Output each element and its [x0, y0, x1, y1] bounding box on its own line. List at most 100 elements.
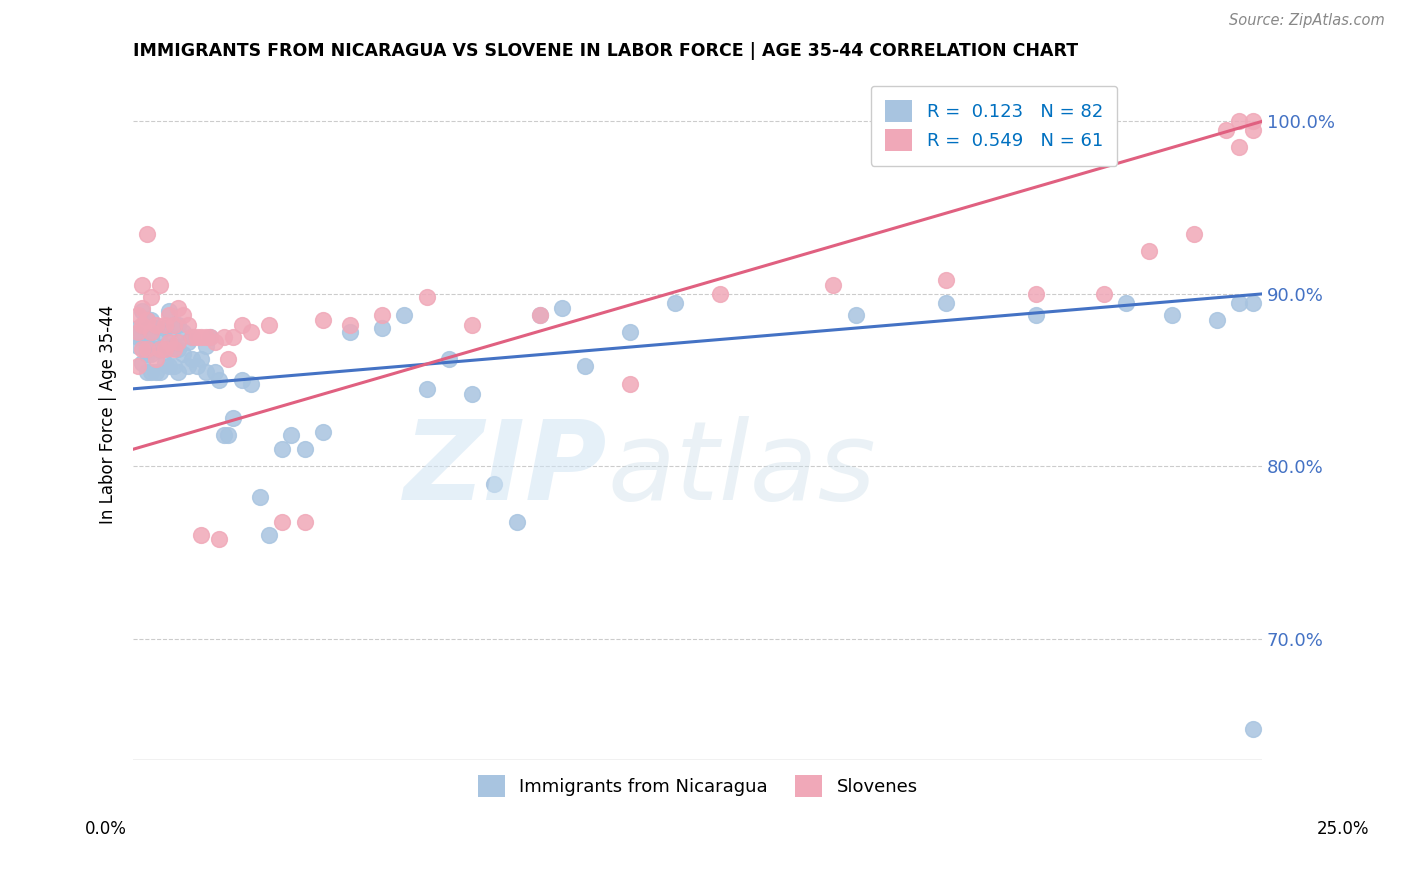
Point [163, 339, 186, 353]
Point [1241, 123, 1264, 137]
Point [181, 330, 204, 344]
Point [127, 339, 149, 353]
Point [172, 308, 194, 322]
Point [194, 365, 217, 379]
Point [1115, 295, 1137, 310]
Point [294, 442, 316, 457]
Point [312, 313, 335, 327]
Point [212, 330, 235, 344]
Point [163, 318, 186, 332]
Point [198, 330, 221, 344]
Legend: Immigrants from Nicaragua, Slovenes: Immigrants from Nicaragua, Slovenes [468, 766, 927, 805]
Point [127, 308, 149, 322]
Point [194, 330, 217, 344]
Point [153, 321, 176, 335]
Point [190, 352, 212, 367]
Point [574, 359, 596, 374]
Point [145, 365, 167, 379]
Point [149, 325, 172, 339]
Point [212, 428, 235, 442]
Point [153, 342, 176, 356]
Point [370, 321, 392, 335]
Point [217, 428, 239, 442]
Point [153, 339, 176, 353]
Point [167, 335, 190, 350]
Point [231, 373, 253, 387]
Point [167, 365, 190, 379]
Point [198, 330, 221, 344]
Point [370, 308, 392, 322]
Point [1241, 295, 1264, 310]
Point [135, 365, 157, 379]
Point [131, 356, 153, 370]
Point [135, 330, 157, 344]
Point [190, 330, 212, 344]
Point [339, 318, 361, 332]
Point [131, 301, 153, 315]
Point [145, 342, 167, 356]
Point [239, 325, 262, 339]
Point [294, 515, 316, 529]
Point [163, 342, 186, 356]
Text: atlas: atlas [607, 417, 876, 524]
Point [135, 347, 157, 361]
Point [221, 411, 243, 425]
Point [163, 359, 186, 374]
Point [159, 335, 181, 350]
Point [208, 532, 231, 546]
Point [1025, 308, 1047, 322]
Point [217, 352, 239, 367]
Text: 25.0%: 25.0% [1316, 820, 1369, 838]
Point [131, 304, 153, 318]
Point [1241, 114, 1264, 128]
Point [131, 321, 153, 335]
Point [141, 330, 163, 344]
Point [664, 295, 686, 310]
Point [190, 528, 212, 542]
Point [529, 308, 551, 322]
Point [194, 339, 217, 353]
Point [159, 308, 181, 322]
Point [506, 515, 529, 529]
Point [141, 365, 163, 379]
Point [149, 342, 172, 356]
Point [1227, 295, 1250, 310]
Point [131, 342, 153, 356]
Point [249, 491, 271, 505]
Point [416, 290, 439, 304]
Point [271, 442, 294, 457]
Point [135, 342, 157, 356]
Point [163, 318, 186, 332]
Text: Source: ZipAtlas.com: Source: ZipAtlas.com [1229, 13, 1385, 29]
Point [1025, 287, 1047, 301]
Point [172, 347, 194, 361]
Point [1227, 114, 1250, 128]
Point [1182, 227, 1205, 241]
Point [231, 318, 253, 332]
Point [141, 290, 163, 304]
Point [135, 313, 157, 327]
Point [484, 476, 506, 491]
Point [619, 325, 641, 339]
Point [149, 342, 172, 356]
Point [208, 373, 231, 387]
Point [709, 287, 731, 301]
Point [127, 321, 149, 335]
Point [167, 342, 190, 356]
Point [181, 352, 204, 367]
Point [221, 330, 243, 344]
Point [1160, 308, 1182, 322]
Point [845, 308, 868, 322]
Point [159, 342, 181, 356]
Point [416, 382, 439, 396]
Point [1137, 244, 1160, 258]
Point [127, 359, 149, 374]
Point [280, 428, 302, 442]
Point [131, 278, 153, 293]
Point [312, 425, 335, 439]
Point [461, 318, 484, 332]
Point [204, 365, 226, 379]
Point [181, 330, 204, 344]
Y-axis label: In Labor Force | Age 35-44: In Labor Force | Age 35-44 [100, 305, 117, 524]
Point [1002, 114, 1025, 128]
